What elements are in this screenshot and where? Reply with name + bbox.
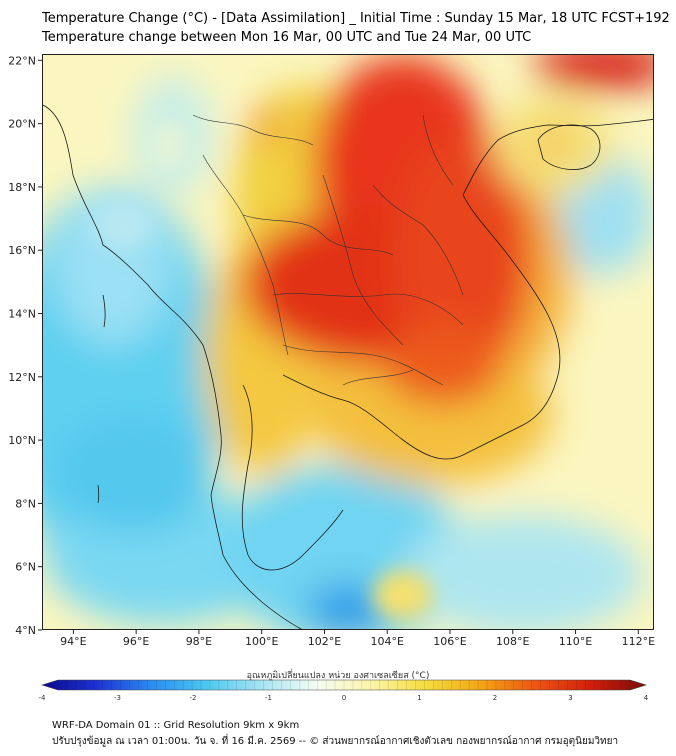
map-canvas [43,55,653,629]
lon-tick-label: 108°E [496,635,529,648]
latitude-ticks: 4°N 6°N 8°N 10°N 12°N 14°N 16°N 18°N 20°N 22°N [8,54,42,637]
footer-credit: ปรับปรุงข้อมูล ณ เวลา 01:00น. วัน จ. ที่… [52,736,619,747]
lon-tick-label: 112°E [622,635,655,648]
chart-subtitle: Temperature change between Mon 16 Mar, 0… [42,30,532,45]
lon-tick-label: 106°E [433,635,466,648]
lon-tick-label: 110°E [559,635,592,648]
lat-tick-label: 6°N [15,561,36,574]
longitude-ticks: 94°E 96°E 98°E 100°E 102°E 104°E 106°E 108°E 110… [60,630,655,648]
colorbar: -4 -3 -2 -1 0 1 2 3 4 [39,679,649,702]
colorbar-tick-label: -1 [265,694,272,702]
chart-title: Temperature Change (°C) - [Data Assimila… [42,11,670,26]
lon-tick-label: 98°E [186,635,212,648]
colorbar-title: อุณหภูมิเปลี่ยนแปลง หน่วย องศาเซลเซียส (… [246,671,430,681]
coastline-overlay [43,104,653,629]
colorbar-gradient [40,679,648,691]
lat-tick-label: 8°N [15,497,36,510]
province-borders-overlay [192,114,464,386]
lon-tick-label: 100°E [245,635,278,648]
colorbar-tick-label: -4 [39,694,47,702]
lat-tick-label: 16°N [8,244,36,257]
footer-model-info: WRF-DA Domain 01 :: Grid Resolution 9km … [52,720,300,731]
colorbar-tick-label: -2 [190,694,197,702]
lon-tick-label: 94°E [60,635,86,648]
colorbar-tick-label: 4 [644,694,649,702]
lat-tick-label: 22°N [8,54,36,67]
lat-tick-label: 12°N [8,371,36,384]
colorbar-tick-label: 0 [342,694,346,702]
lon-tick-label: 104°E [371,635,404,648]
lon-tick-label: 102°E [308,635,341,648]
lat-tick-label: 4°N [15,624,36,637]
lat-tick-label: 14°N [8,308,36,321]
colorbar-tick-label: 3 [568,694,572,702]
colorbar-tick-label: -3 [114,694,121,702]
temperature-change-map [42,54,654,630]
colorbar-tick-label: 1 [417,694,421,702]
colorbar-tick-label: 2 [493,694,497,702]
lat-tick-label: 10°N [8,434,36,447]
lon-tick-label: 96°E [123,635,149,648]
lat-tick-label: 20°N [8,118,36,131]
lat-tick-label: 18°N [8,181,36,194]
